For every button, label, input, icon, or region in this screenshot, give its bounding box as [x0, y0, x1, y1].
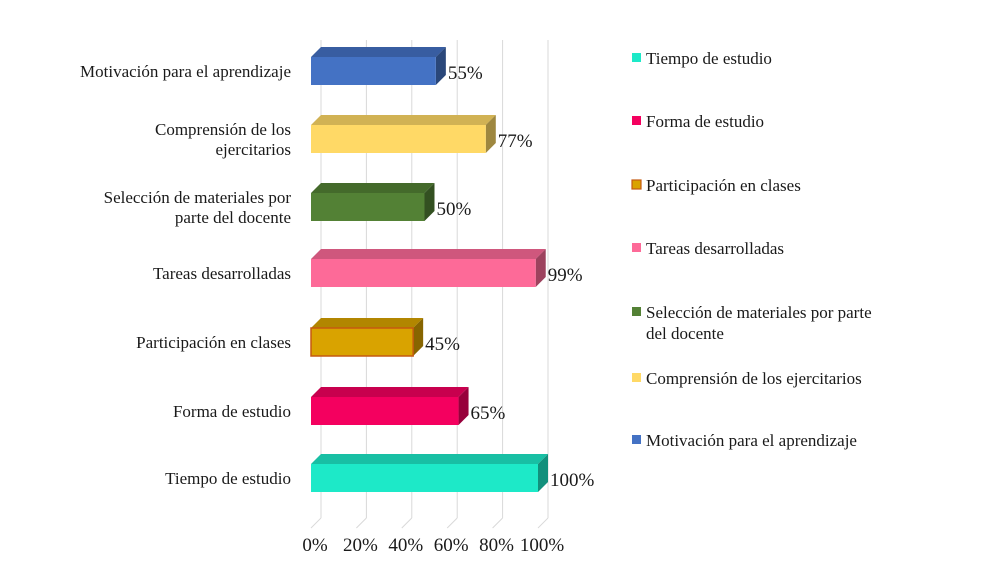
legend: Tiempo de estudio Forma de estudio Partici… [631, 49, 872, 450]
category-label: Tareas desarrolladas [153, 264, 291, 283]
data-label: 45% [425, 334, 460, 355]
legend-swatch [632, 435, 641, 444]
bar-side [535, 249, 546, 287]
legend-item: Tiempo de estudio [632, 49, 772, 68]
data-label: 55% [448, 63, 483, 84]
legend-swatch [632, 243, 641, 252]
legend-item: Selección de materiales por parte del doc… [632, 303, 872, 343]
legend-label: Motivación para el aprendizaje [646, 431, 857, 450]
bar-front [311, 125, 486, 153]
legend-label: Forma de estudio [646, 112, 764, 131]
x-tick-label: 100% [520, 535, 565, 556]
bar-top [311, 318, 424, 328]
category-label: Comprensión de los [155, 120, 291, 139]
data-label: 100% [550, 470, 595, 491]
bar-front [311, 397, 459, 425]
legend-swatch [632, 116, 641, 125]
legend-item: Forma de estudio [632, 112, 764, 131]
x-tick-label: 60% [434, 535, 469, 556]
gridline-floor [401, 517, 413, 529]
bar-top [311, 47, 446, 57]
legend-label: Comprensión de los ejercitarios [646, 369, 862, 388]
gridline-floor [446, 517, 458, 529]
legend-label: Tiempo de estudio [646, 49, 772, 68]
bar-front [311, 464, 538, 492]
category-label: Selección de materiales por [104, 188, 292, 207]
legend-swatch [632, 307, 641, 316]
category-label: Participación en clases [136, 333, 291, 352]
legend-label: Tareas desarrolladas [646, 239, 784, 258]
legend-item: Motivación para el aprendizaje [632, 431, 857, 450]
x-tick-label: 20% [343, 535, 378, 556]
bar [311, 47, 446, 85]
bar [311, 387, 469, 425]
legend-label: Selección de materiales por parte [646, 303, 872, 322]
bar-side [538, 454, 548, 492]
bar-top [311, 387, 469, 397]
x-tick-label: 40% [388, 535, 423, 556]
bar [311, 115, 496, 153]
legend-item: Comprensión de los ejercitarios [632, 369, 862, 388]
category-label: Forma de estudio [173, 402, 291, 421]
data-label: 65% [471, 403, 506, 424]
x-tick-label: 80% [479, 535, 514, 556]
bar-front [311, 57, 436, 85]
bar-side [424, 183, 435, 221]
data-labels: 100% 65% 45% 99% 50% 77% 55% [425, 63, 594, 491]
category-label: Motivación para el aprendizaje [80, 62, 291, 81]
bar-side [485, 115, 496, 153]
gridline-floor [492, 517, 503, 529]
bar-side [413, 318, 424, 356]
legend-label: Participación en clases [646, 176, 801, 195]
bar [311, 249, 546, 287]
bar [311, 183, 435, 221]
legend-swatch [631, 179, 642, 190]
bar-side [458, 387, 469, 425]
x-tick-label: 0% [302, 535, 328, 556]
bar-side [435, 47, 446, 85]
bar-top [311, 183, 435, 193]
legend-label: del docente [646, 324, 724, 343]
legend-item: Tareas desarrolladas [632, 239, 784, 258]
legend-item: Participación en clases [631, 176, 801, 195]
bar-top [311, 115, 496, 125]
bar [311, 454, 548, 492]
bar-front [310, 327, 414, 357]
data-label: 99% [548, 265, 583, 286]
bar [310, 318, 424, 357]
gridline-floor [537, 517, 549, 529]
bars [310, 47, 548, 492]
bar-front [311, 193, 425, 221]
gridline-floor [356, 517, 367, 529]
legend-swatch [632, 53, 641, 62]
category-label: Tiempo de estudio [165, 469, 291, 488]
legend-swatch [632, 373, 641, 382]
category-labels: Tiempo de estudio Forma de estudio Partici… [80, 62, 291, 488]
bar-front [311, 259, 536, 287]
data-label: 50% [437, 199, 472, 220]
bar-top [311, 454, 548, 464]
data-label: 77% [498, 131, 533, 152]
bar-top [311, 249, 546, 259]
category-label: parte del docente [175, 208, 291, 227]
category-label: ejercitarios [215, 140, 291, 159]
x-tick-labels: 0% 20% 40% 60% 80% 100% [302, 535, 564, 556]
gridline-floor [310, 517, 322, 529]
